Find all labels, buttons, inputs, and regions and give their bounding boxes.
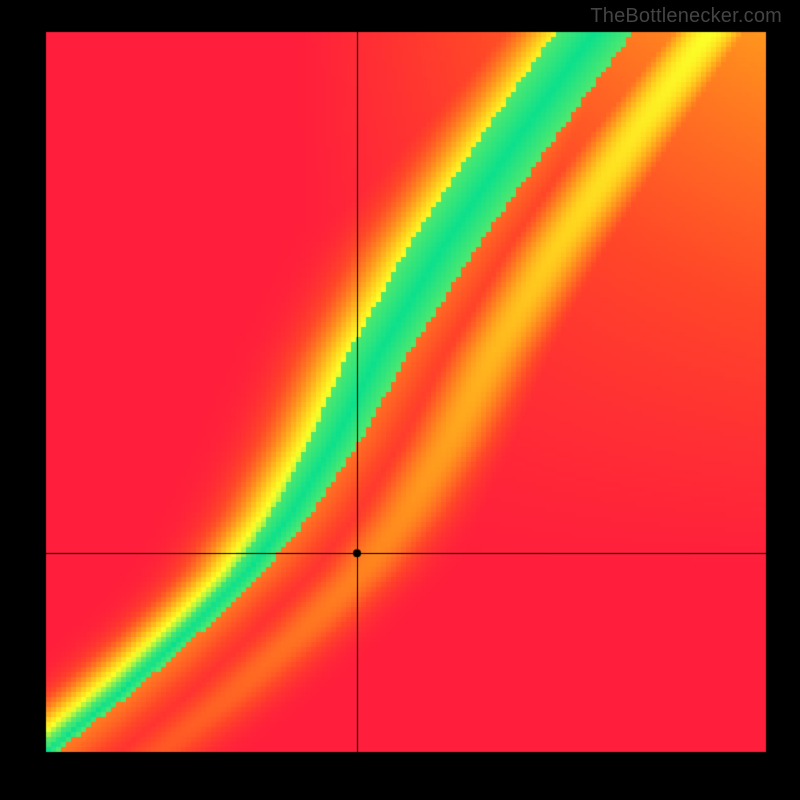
chart-container: TheBottlenecker.com	[0, 0, 800, 800]
watermark-text: TheBottlenecker.com	[590, 5, 782, 28]
bottleneck-heatmap	[0, 0, 800, 800]
